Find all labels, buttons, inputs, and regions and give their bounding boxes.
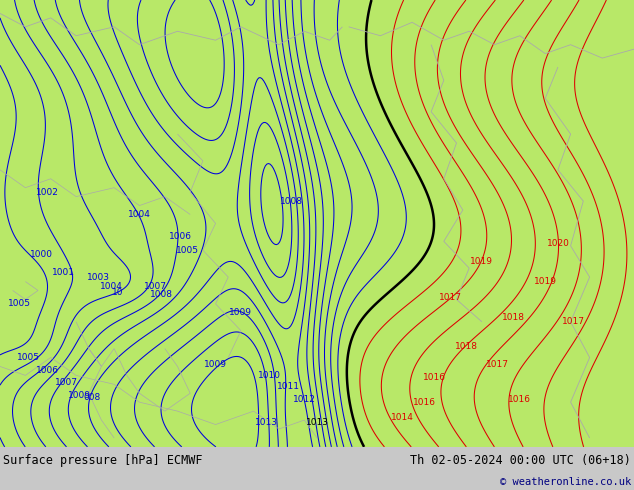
Text: 1005: 1005 bbox=[176, 246, 198, 255]
Text: 1013: 1013 bbox=[255, 418, 278, 427]
Text: 1006: 1006 bbox=[169, 232, 192, 242]
Text: 1016: 1016 bbox=[413, 398, 436, 407]
Text: 1011: 1011 bbox=[277, 382, 300, 391]
Text: 1008: 1008 bbox=[280, 196, 303, 206]
Text: 1014: 1014 bbox=[391, 414, 414, 422]
Text: 1018: 1018 bbox=[455, 342, 477, 351]
Text: 1016: 1016 bbox=[423, 373, 446, 382]
Text: 1019: 1019 bbox=[470, 257, 493, 266]
Text: 1005: 1005 bbox=[17, 353, 40, 362]
Text: 10: 10 bbox=[112, 288, 123, 297]
Text: 1009: 1009 bbox=[204, 360, 227, 368]
Text: 1020: 1020 bbox=[547, 239, 569, 248]
Text: Th 02-05-2024 00:00 UTC (06+18): Th 02-05-2024 00:00 UTC (06+18) bbox=[410, 454, 631, 467]
Text: 1017: 1017 bbox=[562, 317, 585, 326]
Text: 1000: 1000 bbox=[30, 250, 53, 259]
Text: 1009: 1009 bbox=[230, 308, 252, 318]
Text: 1016: 1016 bbox=[508, 395, 531, 404]
Text: 1007: 1007 bbox=[144, 281, 167, 291]
Text: 1004: 1004 bbox=[100, 281, 122, 291]
Text: 1012: 1012 bbox=[293, 395, 316, 404]
Text: 1006: 1006 bbox=[36, 367, 59, 375]
Text: © weatheronline.co.uk: © weatheronline.co.uk bbox=[500, 477, 631, 487]
Text: 1010: 1010 bbox=[258, 371, 281, 380]
Text: 1009: 1009 bbox=[68, 391, 91, 400]
Text: 008: 008 bbox=[83, 393, 101, 402]
Text: 1002: 1002 bbox=[36, 188, 59, 196]
Text: 1007: 1007 bbox=[55, 378, 78, 387]
Text: 1004: 1004 bbox=[128, 210, 151, 219]
Text: 1001: 1001 bbox=[52, 268, 75, 277]
Text: 1019: 1019 bbox=[534, 277, 557, 286]
Text: 1018: 1018 bbox=[502, 313, 525, 322]
Text: 1017: 1017 bbox=[439, 293, 462, 302]
Text: 1013: 1013 bbox=[306, 418, 328, 427]
Text: Surface pressure [hPa] ECMWF: Surface pressure [hPa] ECMWF bbox=[3, 454, 203, 467]
Text: 1008: 1008 bbox=[150, 291, 173, 299]
Text: 1003: 1003 bbox=[87, 272, 110, 282]
Text: 1005: 1005 bbox=[8, 299, 30, 308]
Text: 1017: 1017 bbox=[486, 360, 509, 368]
